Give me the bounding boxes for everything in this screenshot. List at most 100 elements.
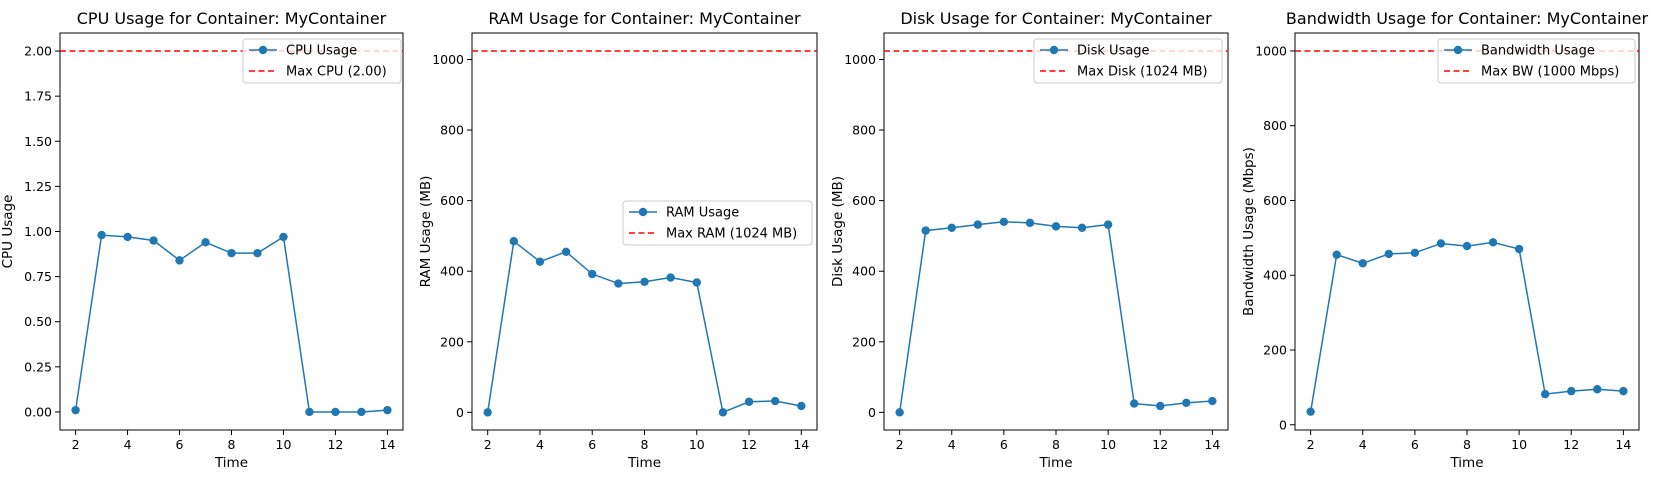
legend: CPU Usage Max CPU (2.00) <box>242 38 402 84</box>
y-tick-label: 2.00 <box>24 44 52 59</box>
data-point <box>1567 386 1576 396</box>
data-point <box>561 247 571 256</box>
chart-panel-4: Bandwidth Usage for Container: MyContain… <box>1241 9 1648 471</box>
x-tick-label: 8 <box>641 437 649 452</box>
chart-panel-1: CPU Usage for Container: MyContainer 2 4 6 8… <box>0 9 404 471</box>
x-tick-label: 4 <box>1359 437 1367 452</box>
data-point <box>895 408 904 417</box>
data-point <box>97 230 106 240</box>
x-tick-label: 14 <box>1204 437 1220 452</box>
x-tick-label: 10 <box>276 437 292 452</box>
x-tick-label: 4 <box>536 437 544 452</box>
data-point <box>305 407 314 417</box>
y-tick-label: 400 <box>1263 268 1287 283</box>
chart-panel-3: Disk Usage for Container: MyContainer 2 4 6… <box>830 9 1229 471</box>
data-point <box>718 408 728 417</box>
data-point <box>1103 220 1113 229</box>
series-line <box>486 239 802 414</box>
data-point <box>253 248 262 258</box>
data-point <box>1077 223 1087 232</box>
series-line <box>74 234 388 413</box>
data-point <box>123 232 132 242</box>
data-point <box>227 248 236 258</box>
legend-series-marker <box>258 45 268 55</box>
plot-frame <box>59 32 404 431</box>
plot-frame <box>883 32 1229 431</box>
legend-box <box>1437 38 1636 84</box>
data-point <box>1156 401 1165 411</box>
y-tick-label: 600 <box>1263 193 1287 208</box>
y-tick-label: 800 <box>440 123 464 138</box>
y-tick-label: 0 <box>1279 417 1287 432</box>
data-point <box>1025 218 1035 228</box>
data-point <box>588 269 597 279</box>
data-point <box>614 279 623 288</box>
y-tick-label: 200 <box>440 334 464 349</box>
y-tick-label: 1.00 <box>24 224 52 239</box>
y-tick-label: 400 <box>440 264 464 279</box>
data-point <box>692 278 701 287</box>
y-tick-label: 800 <box>1263 118 1287 133</box>
plot-frame <box>1294 32 1640 431</box>
data-point <box>1593 385 1602 394</box>
legend-series-marker <box>1453 45 1463 55</box>
data-point <box>1410 248 1420 258</box>
y-axis-label: RAM Usage (MB) <box>418 176 434 288</box>
data-point <box>201 238 210 247</box>
legend: Bandwidth Usage Max BW (1000 Mbps) <box>1437 38 1636 84</box>
x-axis-label: Time <box>1038 455 1072 471</box>
x-tick-label: 10 <box>1100 437 1116 452</box>
x-tick-label: 6 <box>1411 437 1419 452</box>
x-tick-label: 8 <box>1463 437 1471 452</box>
data-point <box>331 407 340 417</box>
y-tick-label: 0 <box>456 405 464 420</box>
data-point <box>1332 250 1341 259</box>
y-tick-label: 0.75 <box>24 269 52 284</box>
y-tick-label: 1.50 <box>24 134 52 149</box>
y-axis-label: Disk Usage (MB) <box>830 176 846 287</box>
x-tick-label: 8 <box>1052 437 1060 452</box>
x-tick-label: 6 <box>1000 437 1008 452</box>
legend-series-label: Bandwidth Usage <box>1481 44 1595 59</box>
legend-series-label: RAM Usage <box>666 206 739 221</box>
y-tick-label: 200 <box>1263 343 1287 358</box>
legend-box <box>1033 38 1223 84</box>
data-point <box>1514 244 1524 254</box>
x-tick-label: 2 <box>484 437 492 452</box>
chart-title: Bandwidth Usage for Container: MyContain… <box>1286 9 1649 28</box>
data-point <box>1619 386 1628 396</box>
data-point <box>999 217 1009 226</box>
y-tick-label: 0.25 <box>24 359 52 374</box>
legend-series-marker <box>638 207 648 217</box>
legend-box <box>622 200 813 246</box>
legend-threshold-label: Max Disk (1024 MB) <box>1077 65 1208 80</box>
data-point <box>1540 389 1550 399</box>
y-tick-label: 600 <box>440 193 464 208</box>
data-point <box>1358 259 1367 268</box>
legend-series-label: CPU Usage <box>286 44 357 59</box>
legend: RAM Usage Max RAM (1024 MB) <box>622 200 813 246</box>
series-line <box>898 221 1213 413</box>
data-point <box>744 397 754 406</box>
x-tick-label: 10 <box>689 437 705 452</box>
chart-title: Disk Usage for Container: MyContainer <box>900 9 1212 28</box>
data-point <box>1208 396 1217 406</box>
data-point <box>1182 398 1191 408</box>
data-point <box>483 408 492 417</box>
data-point <box>1051 222 1061 231</box>
legend: Disk Usage Max Disk (1024 MB) <box>1033 38 1223 84</box>
x-tick-label: 2 <box>1307 437 1315 452</box>
y-tick-label: 0 <box>868 405 876 420</box>
y-tick-label: 400 <box>852 264 876 279</box>
data-point <box>1129 399 1139 408</box>
x-axis-label: Time <box>627 455 661 471</box>
legend-threshold-label: Max RAM (1024 MB) <box>666 227 797 242</box>
y-axis-label: Bandwidth Usage (Mbps) <box>1241 147 1257 316</box>
legend-threshold-label: Max CPU (2.00) <box>286 65 387 80</box>
data-point <box>640 277 649 286</box>
x-tick-label: 12 <box>1563 437 1579 452</box>
data-point <box>1462 241 1472 251</box>
chart-title: RAM Usage for Container: MyContainer <box>488 9 801 28</box>
y-tick-label: 800 <box>852 123 876 138</box>
x-tick-label: 12 <box>1152 437 1168 452</box>
